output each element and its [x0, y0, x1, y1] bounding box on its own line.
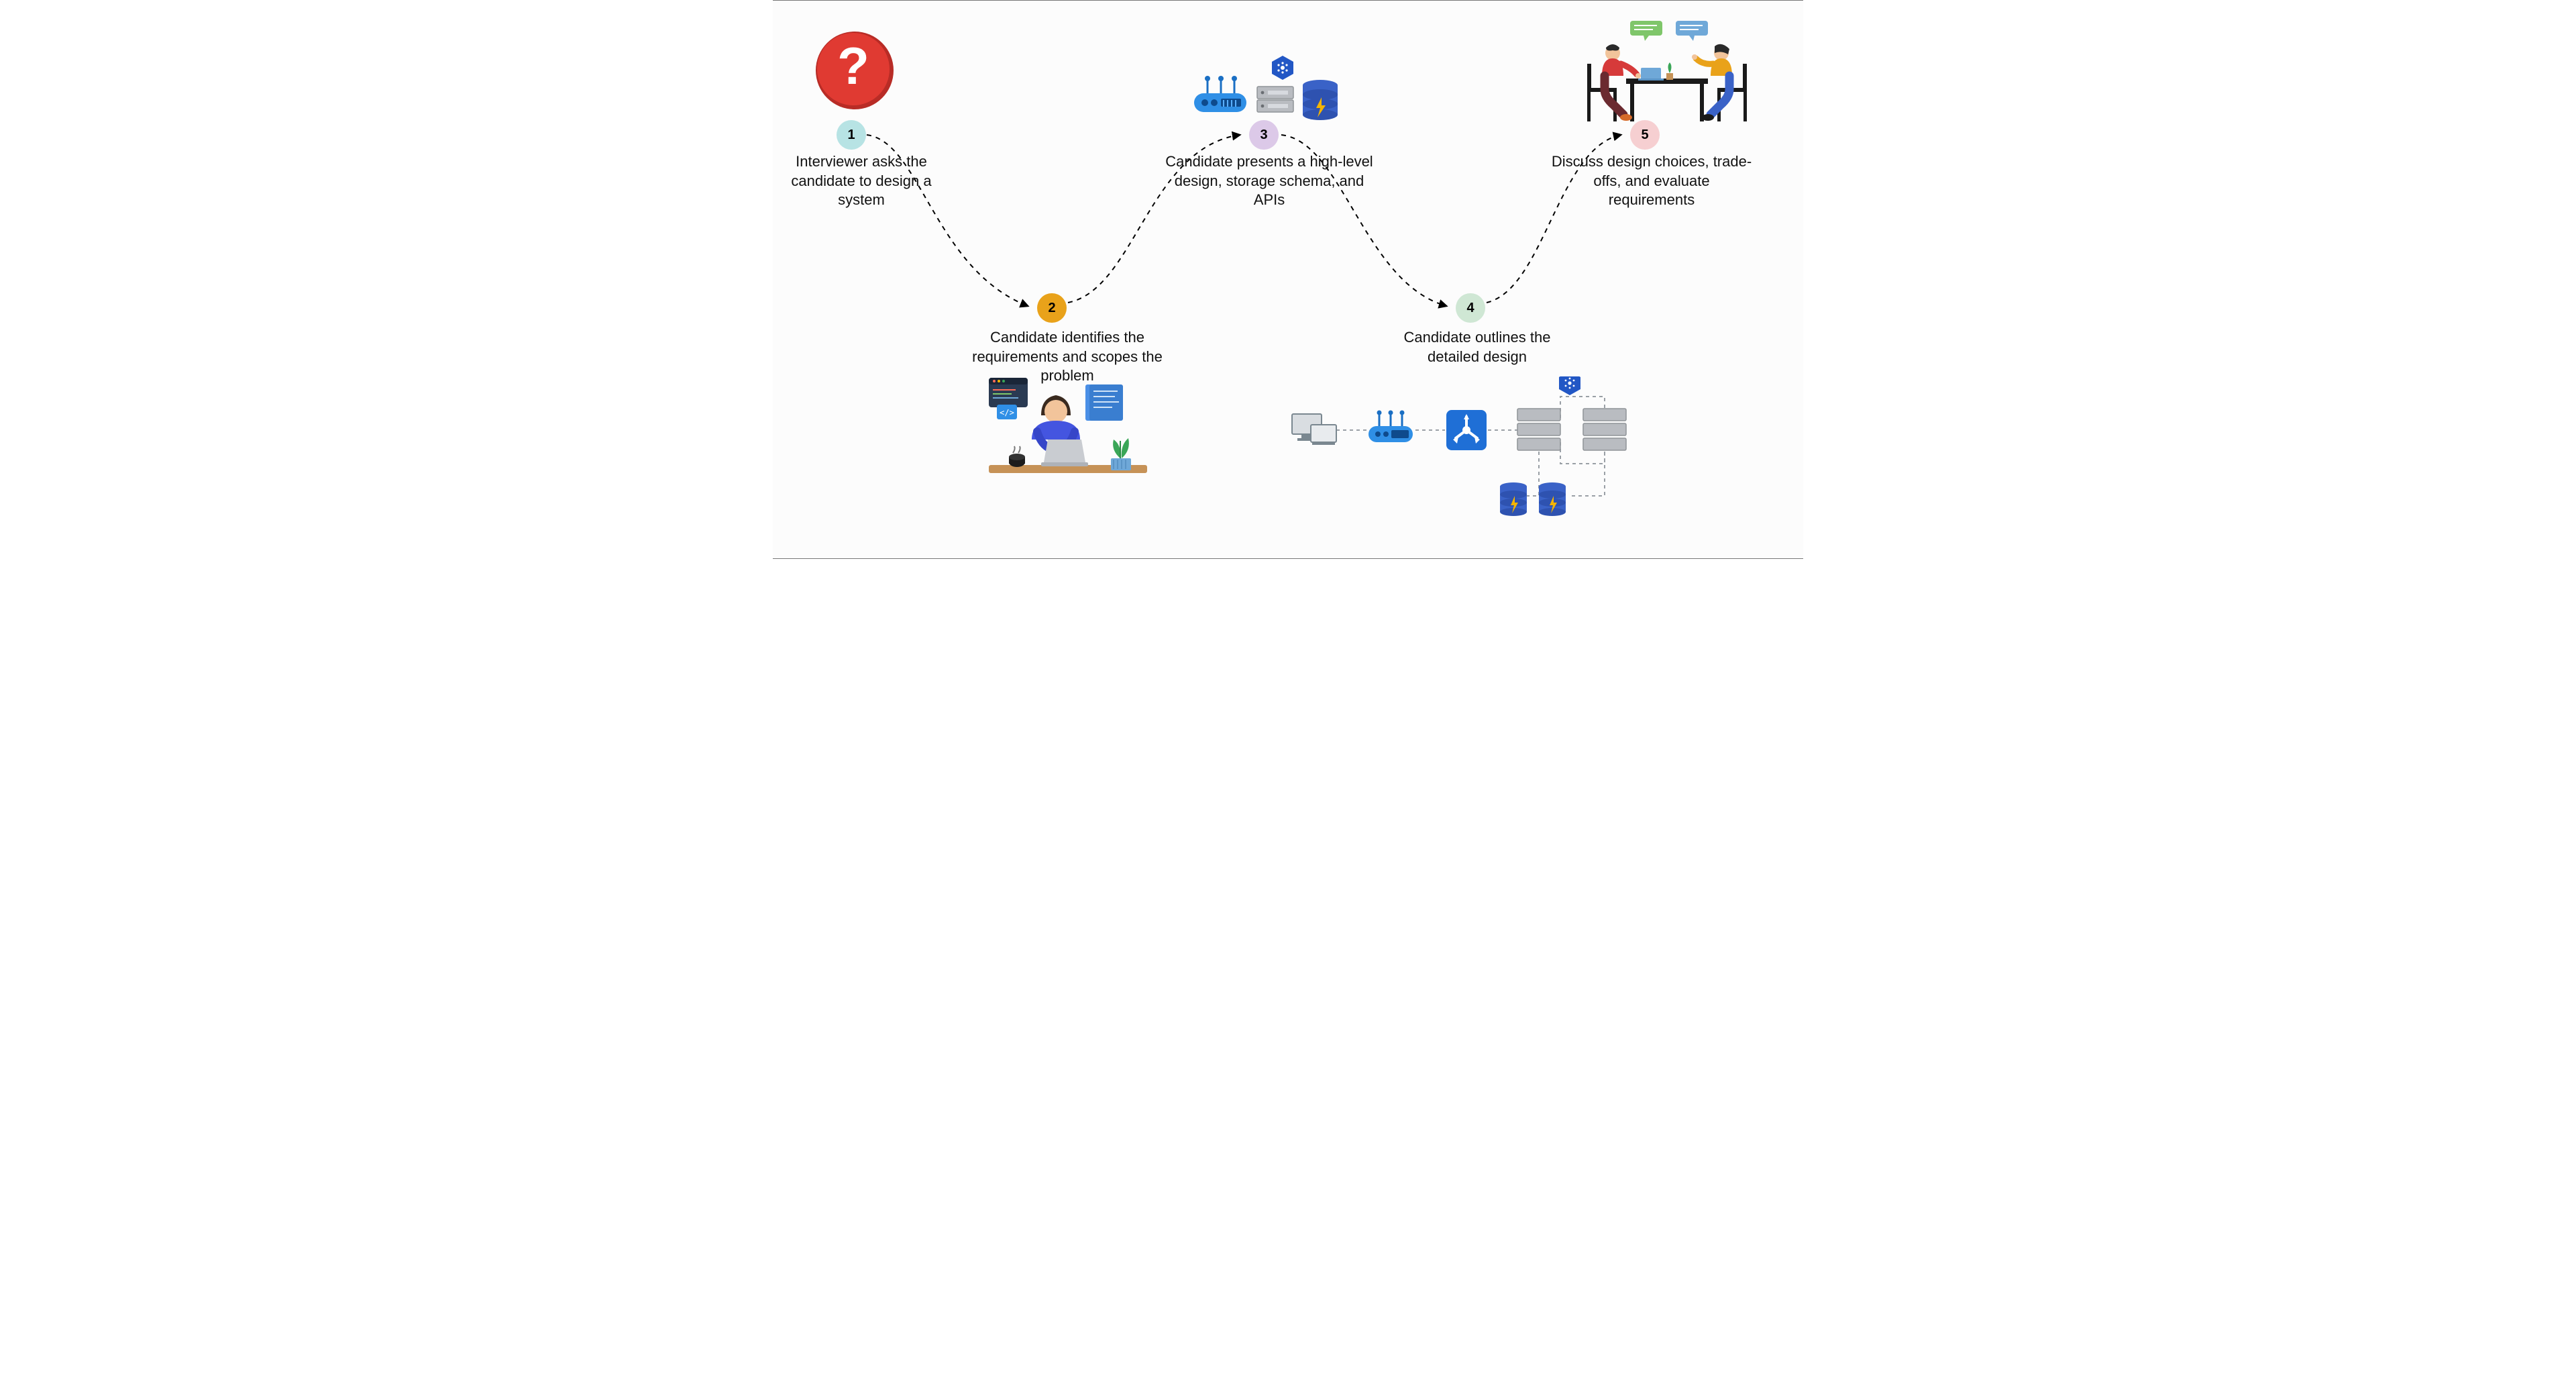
interview-discussion-icon	[1576, 21, 1758, 132]
step-number: 5	[1641, 127, 1648, 143]
step-number: 4	[1466, 301, 1474, 316]
question-mark-icon: ?	[813, 29, 900, 119]
step-label-3: Candidate presents a high-level design, …	[1162, 152, 1377, 210]
flowchart-canvas: ?	[773, 0, 1803, 559]
step-number: 3	[1260, 127, 1267, 143]
step-badge-1: 1	[837, 120, 866, 150]
svg-text:?: ?	[837, 36, 869, 95]
step-label-2: Candidate identifies the requirements an…	[957, 328, 1178, 386]
system-architecture-icon	[1289, 376, 1665, 548]
step-badge-3: 3	[1249, 120, 1279, 150]
svg-text:</>: </>	[1000, 408, 1014, 417]
step-number: 1	[847, 127, 855, 143]
step-badge-2: 2	[1037, 293, 1067, 323]
cloud-components-icon	[1182, 53, 1356, 130]
step-label-1: Interviewer asks the candidate to design…	[781, 152, 942, 210]
developer-icon: </>	[989, 378, 1157, 502]
step-badge-4: 4	[1456, 293, 1485, 323]
step-number: 2	[1048, 301, 1055, 316]
step-label-4: Candidate outlines the detailed design	[1383, 328, 1571, 366]
step-badge-5: 5	[1630, 120, 1660, 150]
step-label-5: Discuss design choices, trade-offs, and …	[1551, 152, 1752, 210]
